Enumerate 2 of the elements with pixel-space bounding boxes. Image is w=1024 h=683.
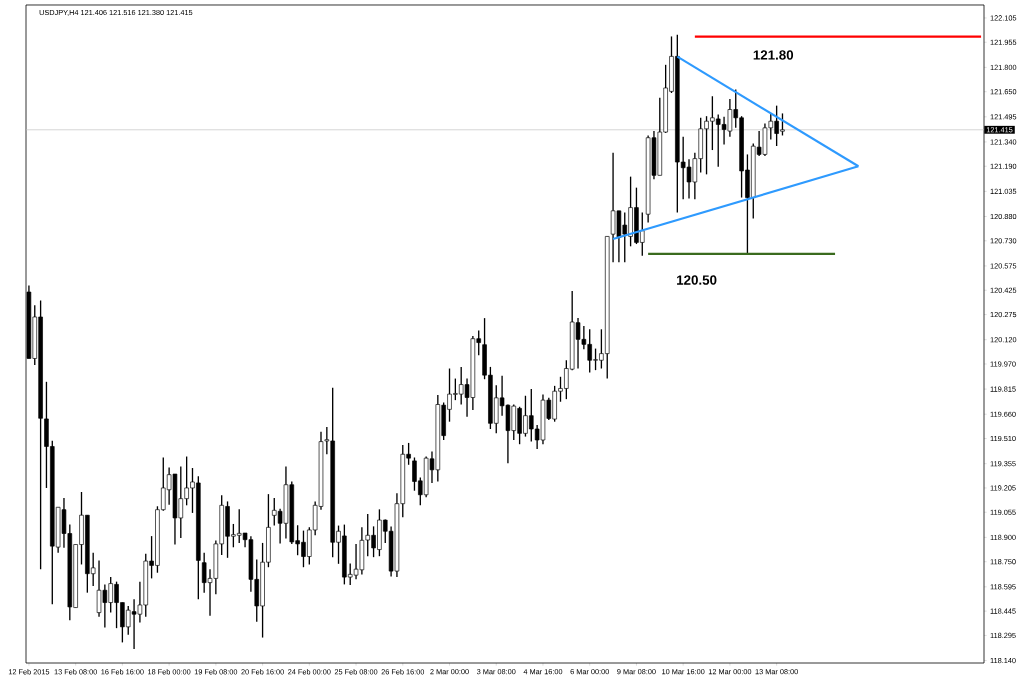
annotation: 120.50: [677, 275, 717, 285]
annotation: 121.80: [753, 50, 794, 60]
